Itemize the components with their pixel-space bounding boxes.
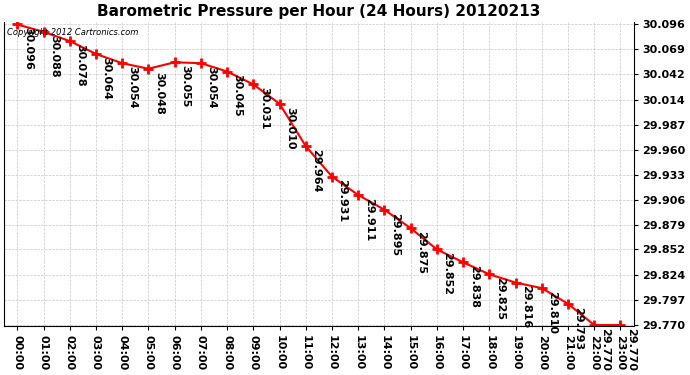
Text: 29.770: 29.770 [600, 328, 610, 371]
Title: Barometric Pressure per Hour (24 Hours) 20120213: Barometric Pressure per Hour (24 Hours) … [97, 4, 540, 19]
Text: 30.031: 30.031 [259, 87, 269, 130]
Text: 30.010: 30.010 [285, 106, 295, 149]
Text: 29.816: 29.816 [521, 285, 531, 328]
Text: 30.054: 30.054 [206, 66, 217, 109]
Text: 30.096: 30.096 [23, 27, 33, 70]
Text: 29.964: 29.964 [311, 149, 322, 192]
Text: 29.838: 29.838 [469, 265, 479, 308]
Text: 29.875: 29.875 [416, 231, 426, 274]
Text: 29.770: 29.770 [626, 328, 636, 371]
Text: 29.852: 29.852 [442, 252, 453, 295]
Text: Copyright 2012 Cartronics.com: Copyright 2012 Cartronics.com [8, 28, 139, 37]
Text: 29.911: 29.911 [364, 198, 374, 241]
Text: 29.895: 29.895 [390, 213, 400, 256]
Text: 30.064: 30.064 [101, 57, 112, 100]
Text: 30.055: 30.055 [180, 65, 190, 107]
Text: 29.793: 29.793 [573, 307, 584, 350]
Text: 30.088: 30.088 [49, 34, 59, 77]
Text: 30.045: 30.045 [233, 74, 243, 117]
Text: 30.078: 30.078 [75, 44, 86, 87]
Text: 29.810: 29.810 [547, 291, 558, 334]
Text: 30.048: 30.048 [154, 72, 164, 114]
Text: 29.931: 29.931 [337, 179, 348, 222]
Text: 30.054: 30.054 [128, 66, 138, 109]
Text: 29.825: 29.825 [495, 277, 505, 320]
